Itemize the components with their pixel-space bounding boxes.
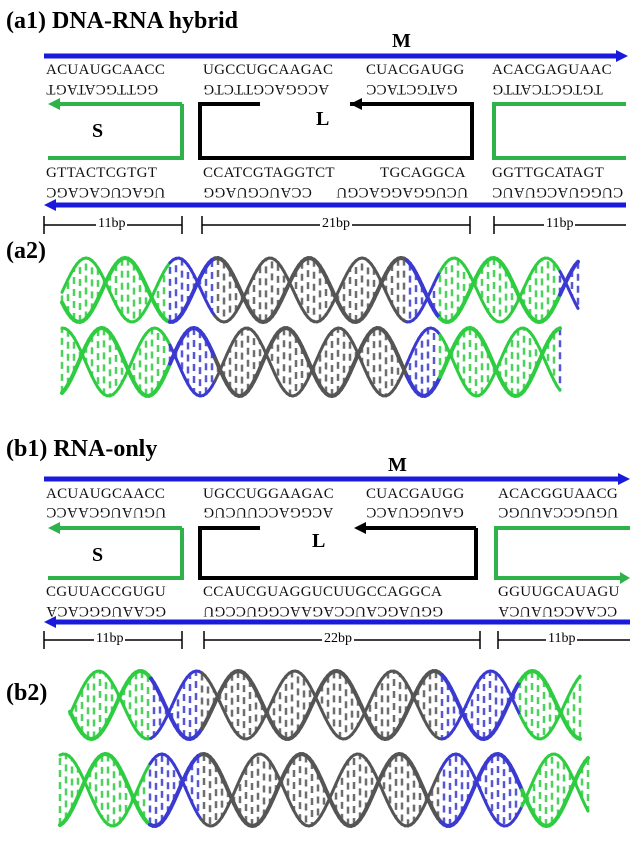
strand-s-label-a1: S xyxy=(92,120,104,142)
bp-label-a1-2: 21bp xyxy=(320,216,352,232)
strand-l-b1 xyxy=(198,526,478,580)
helix-b2-upper-backbone xyxy=(575,735,582,741)
seq-top-a1-1: ACUAUGCAACC xyxy=(46,62,166,78)
strand-s-arrowhead-b1 xyxy=(48,522,60,534)
strand-bottom-arrowhead-a1 xyxy=(44,199,56,211)
seq-top-b1-2: UGCCUGGAAGAC xyxy=(203,486,335,502)
seq-bottom-a1-1: GTTACTCGTGT xyxy=(46,165,158,181)
strand-bottom-arrowhead-b1 xyxy=(44,616,56,628)
strand-s-left-a1 xyxy=(48,104,184,160)
seq-bottom-a1-3: TGCAGGCA xyxy=(380,165,466,181)
bp-label-b1-2: 22bp xyxy=(322,631,354,647)
seq-top-b1-3: CUACGAUGG xyxy=(366,486,465,502)
strand-l-arrowhead-a1 xyxy=(350,98,362,110)
helix-a2-upper-backbone xyxy=(573,301,580,310)
seq-bottom-b1-3: GGUUGCAUAGU xyxy=(498,584,620,600)
seq-bottom-a1-4: GGTTGCATAGT xyxy=(492,165,605,181)
seq-top-b1-1: ACUAUGCAACC xyxy=(46,486,166,502)
panel-a1-title: (a1) DNA-RNA hybrid xyxy=(6,8,239,34)
seq-top-a1-4: ACACGAGUAAC xyxy=(492,62,612,78)
strand-s-arrowhead-a1 xyxy=(48,98,60,110)
seq-bottom-a1-2: CCATCGTAGGTCT xyxy=(203,165,335,181)
strand-m-label-b1: M xyxy=(388,454,407,476)
seq-top-a1-2: UGCCUGCAAGAC xyxy=(203,62,334,78)
seq-top-a1-3: CUACGAUGG xyxy=(366,62,465,78)
helix-a2-lower-backbone xyxy=(555,384,562,392)
strand-s-right-a1 xyxy=(492,102,626,160)
seq-bottom-b1-2: CCAUCGUAGGUCUUGCCAGGCA xyxy=(203,584,443,600)
panel-b1-title: (b1) RNA-only xyxy=(6,436,158,462)
helix-b2-lower-backbone xyxy=(583,803,590,813)
helix-b2-lower-backbone xyxy=(583,756,590,764)
bp-label-b1-3: 11bp xyxy=(546,631,578,647)
strand-l-label-a1: L xyxy=(316,108,330,130)
strand-s-right-b1 xyxy=(494,526,630,580)
strand-s-left-b1 xyxy=(48,528,184,580)
helix-a2-lower-backbone xyxy=(555,326,562,332)
bp-label-b1-1: 11bp xyxy=(94,631,126,647)
seq-top-b1-4: ACACGGUAACG xyxy=(498,486,618,502)
bp-label-a1-1: 11bp xyxy=(96,216,128,232)
strand-l-label-b1: L xyxy=(312,530,326,552)
strand-l-arrowhead-b1 xyxy=(354,522,366,534)
strand-m-arrowhead-a1 xyxy=(616,50,628,62)
strand-m-arrowhead-b1 xyxy=(618,473,630,485)
strand-m-label-a1: M xyxy=(392,30,411,52)
seq-bottom-b1-1: CGUUACCGUGU xyxy=(46,584,166,600)
strand-s-label-b1: S xyxy=(92,544,104,566)
bp-label-a1-3: 11bp xyxy=(544,216,576,232)
helix-b2-upper-backbone xyxy=(575,674,582,682)
panel-a2-title: (a2) xyxy=(6,238,46,264)
panel-b2-title: (b2) xyxy=(6,680,48,706)
helix-a2-upper-backbone xyxy=(573,259,580,268)
